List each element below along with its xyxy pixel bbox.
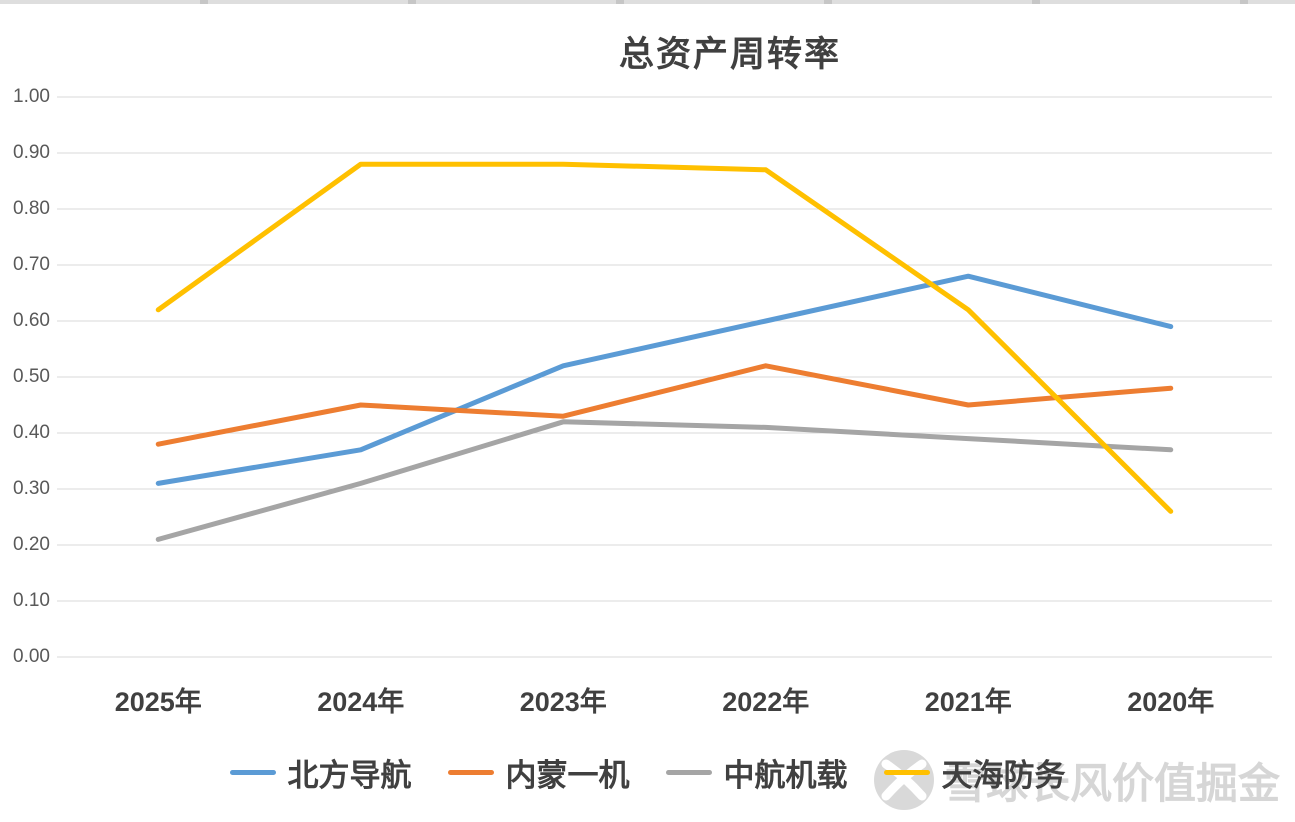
clipped-spreadsheet-row-edge bbox=[0, 0, 1295, 4]
y-tick-label: 0.20 bbox=[13, 534, 50, 555]
legend-item-天海防务: 天海防务 bbox=[883, 750, 1066, 795]
series-line-北方导航 bbox=[155, 273, 1174, 486]
x-tick-label: 2025年 bbox=[114, 687, 202, 717]
legend-swatch bbox=[229, 770, 276, 775]
y-tick-label: 0.80 bbox=[13, 198, 50, 219]
legend-label: 北方导航 bbox=[287, 758, 412, 793]
series-line-内蒙一机 bbox=[155, 363, 1174, 447]
legend-swatch bbox=[883, 770, 930, 775]
legend-label: 中航机载 bbox=[723, 758, 848, 793]
series-line-天海防务 bbox=[155, 161, 1174, 514]
legend: 北方导航 内蒙一机 中航机载 天海防务 bbox=[0, 750, 1295, 795]
chart-title: 总资产周转率 bbox=[618, 35, 842, 74]
y-tick-label: 0.00 bbox=[13, 646, 50, 667]
legend-item-中航机载: 中航机载 bbox=[665, 750, 848, 795]
legend-label: 天海防务 bbox=[941, 758, 1066, 793]
legend-swatch bbox=[447, 770, 494, 775]
x-tick-label: 2020年 bbox=[1127, 687, 1215, 717]
x-tick-label: 2021年 bbox=[924, 687, 1012, 717]
legend-label: 内蒙一机 bbox=[505, 758, 630, 793]
y-tick-label: 0.70 bbox=[13, 254, 50, 275]
y-tick-label: 0.30 bbox=[13, 478, 50, 499]
x-tick-label: 2023年 bbox=[519, 687, 607, 717]
legend-swatch bbox=[665, 770, 712, 775]
legend-item-内蒙一机: 内蒙一机 bbox=[447, 750, 630, 795]
y-tick-label: 1.00 bbox=[13, 86, 50, 107]
x-tick-label: 2022年 bbox=[722, 687, 810, 717]
y-tick-label: 0.60 bbox=[13, 310, 50, 331]
y-tick-label: 0.90 bbox=[13, 142, 50, 163]
y-tick-label: 0.50 bbox=[13, 366, 50, 387]
y-tick-label: 0.10 bbox=[13, 590, 50, 611]
x-tick-label: 2024年 bbox=[317, 687, 405, 717]
legend-item-北方导航: 北方导航 bbox=[229, 750, 412, 795]
series-line-中航机载 bbox=[155, 419, 1174, 542]
y-tick-label: 0.40 bbox=[13, 422, 50, 443]
plot-svg bbox=[57, 96, 1272, 658]
